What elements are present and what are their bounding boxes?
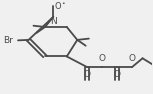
Text: N: N bbox=[50, 17, 57, 26]
Text: O: O bbox=[55, 2, 61, 11]
Text: Br: Br bbox=[3, 36, 13, 45]
Text: •: • bbox=[62, 2, 65, 6]
Text: O: O bbox=[114, 70, 121, 79]
Text: O: O bbox=[99, 54, 106, 63]
Text: O: O bbox=[129, 54, 136, 63]
Text: O: O bbox=[84, 70, 91, 79]
